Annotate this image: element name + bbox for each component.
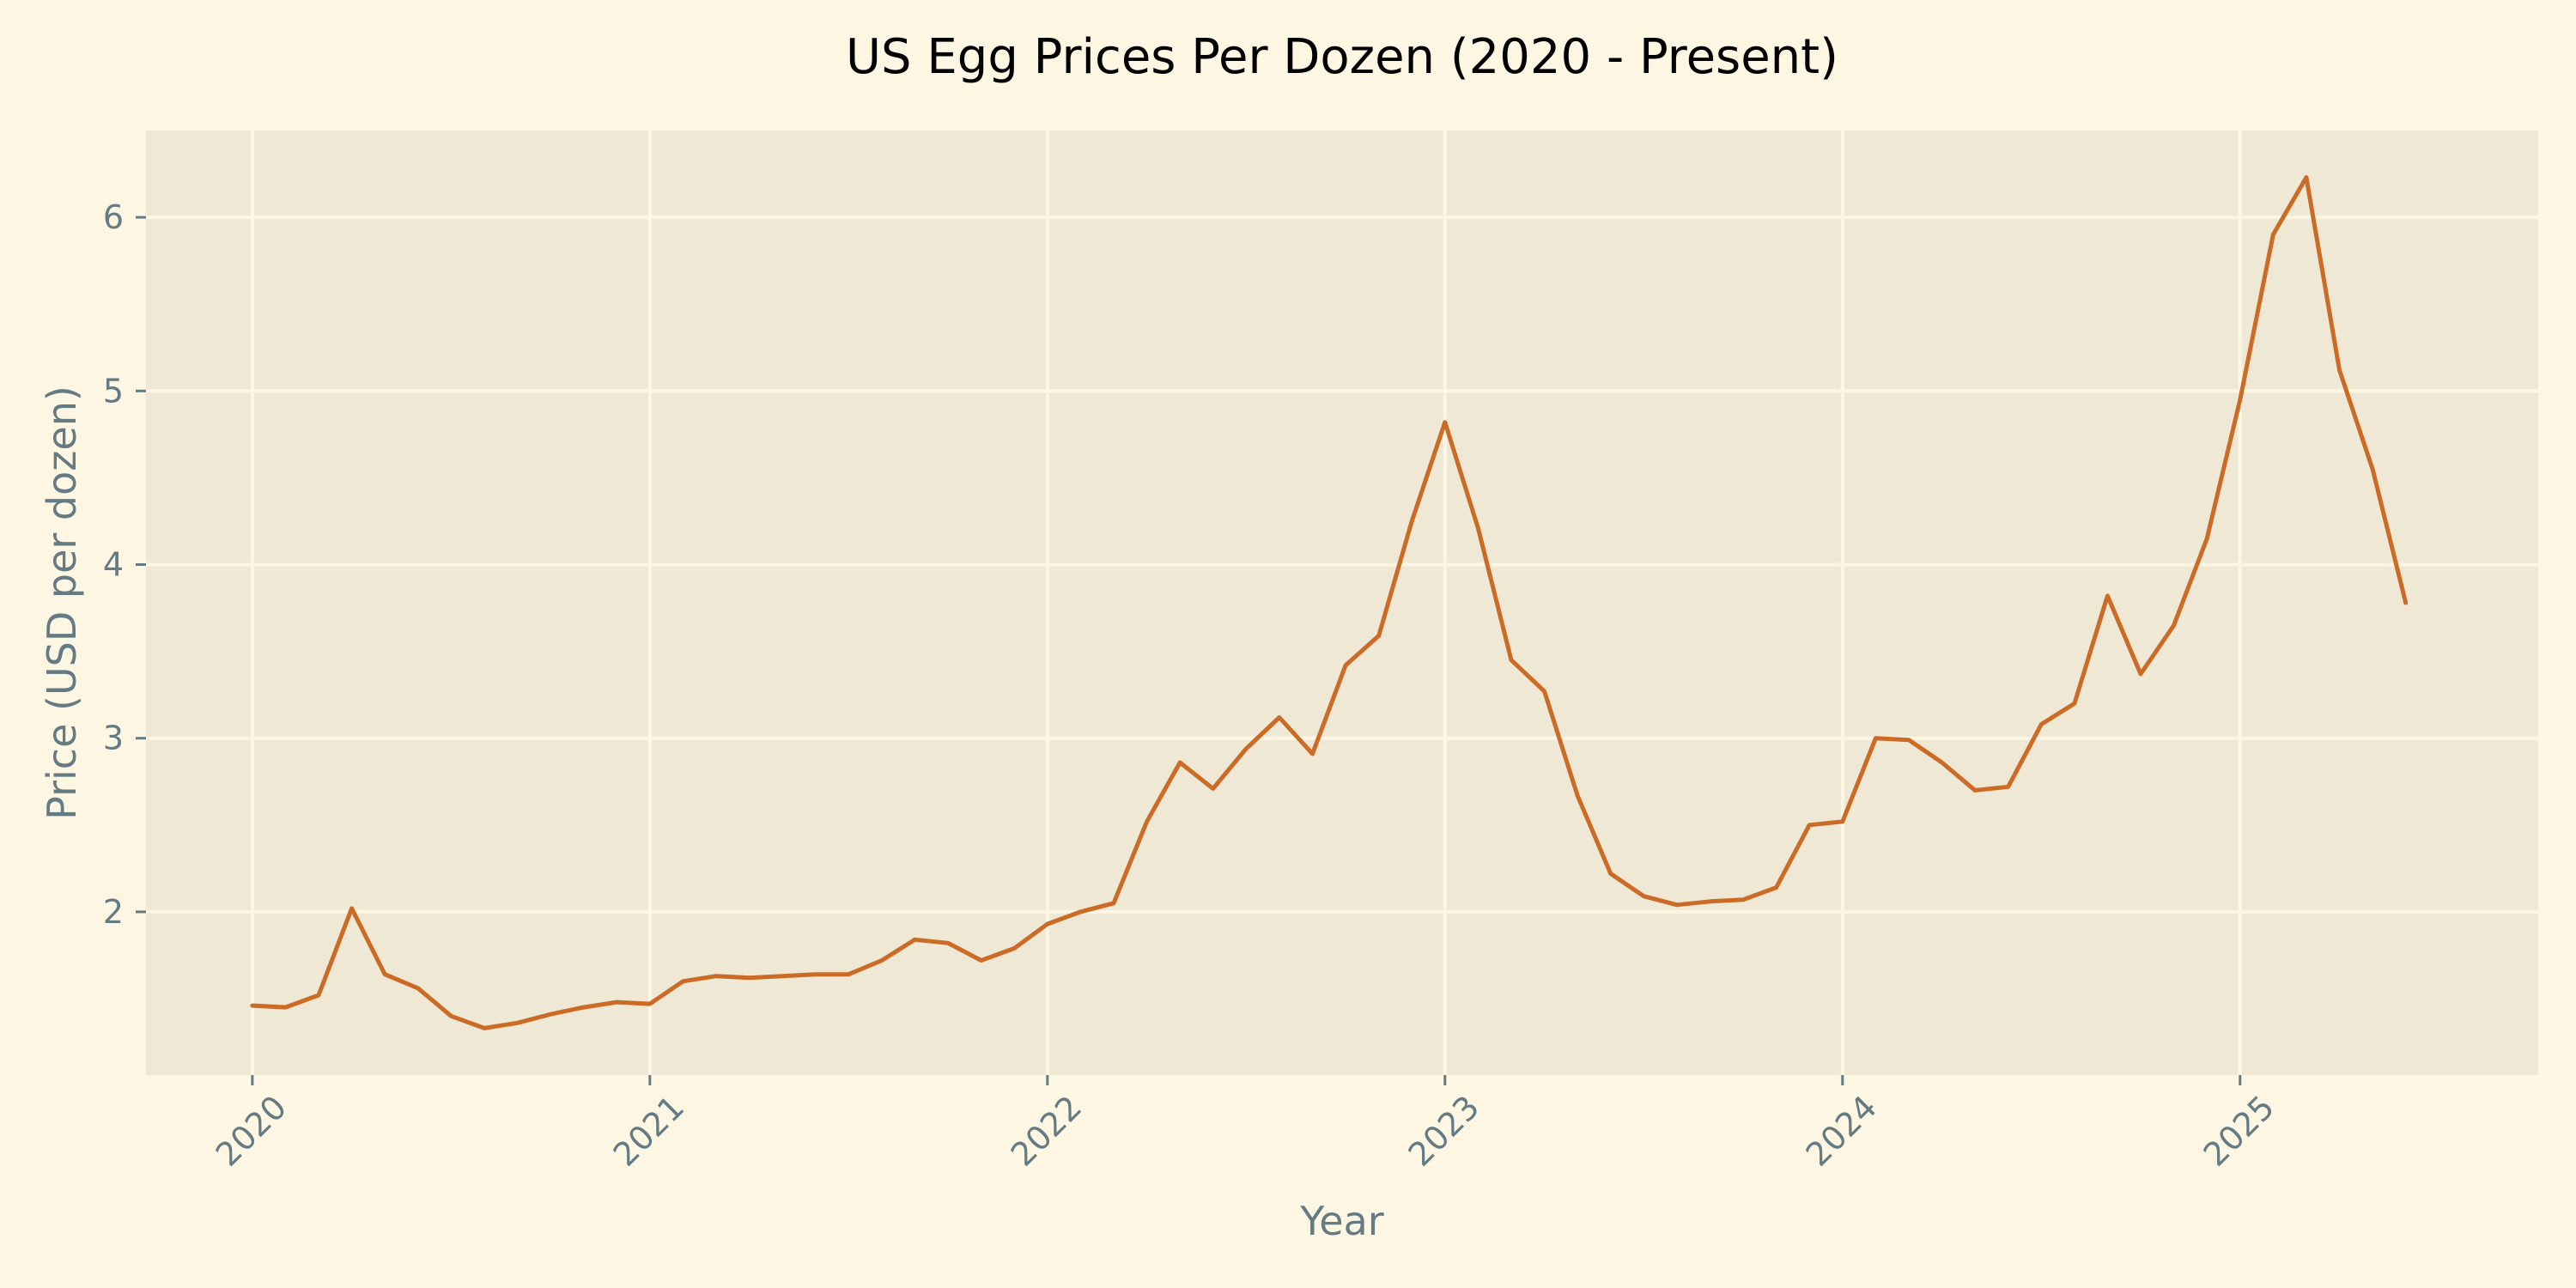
y-tick-label: 5 xyxy=(103,372,124,410)
y-axis-label: Price (USD per dozen) xyxy=(39,386,85,820)
x-tick-label: 2020 xyxy=(209,1088,295,1174)
y-tick-label: 6 xyxy=(103,198,124,236)
chart-title: US Egg Prices Per Dozen (2020 - Present) xyxy=(846,29,1838,85)
x-tick-label: 2024 xyxy=(1799,1088,1885,1174)
x-tick-label: 2025 xyxy=(2196,1088,2282,1174)
x-tick-label: 2023 xyxy=(1401,1088,1487,1174)
series-line xyxy=(250,175,2409,1030)
x-axis-label: Year xyxy=(1299,1198,1383,1244)
plot-area xyxy=(146,131,2538,1075)
y-axis-ticks: 2 3 4 5 6 xyxy=(103,198,146,931)
x-axis-ticks: 2020 2021 2022 2023 2024 2025 xyxy=(209,1075,2281,1174)
y-tick-label: 4 xyxy=(103,546,124,584)
y-tick-label: 2 xyxy=(103,893,124,931)
y-tick-label: 3 xyxy=(103,720,124,757)
x-tick-label: 2021 xyxy=(606,1088,692,1174)
x-tick-label: 2022 xyxy=(1004,1088,1090,1174)
grid-lines xyxy=(146,131,2538,1075)
